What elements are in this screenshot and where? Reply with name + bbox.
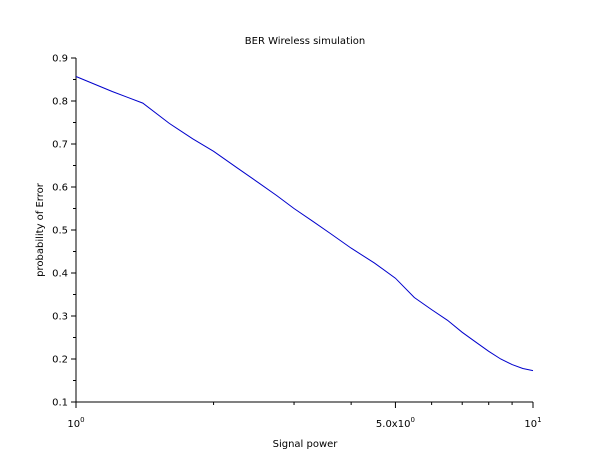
y-tick-label: 0.3 [52,312,68,323]
y-axis-label: probability of Error [35,182,46,277]
series-group [75,76,534,372]
chart-title: BER Wireless simulation [245,36,365,47]
y-tick-label: 0.9 [52,54,68,65]
x-tick-label: 100 [67,416,84,430]
y-tick-label: 0.6 [52,183,68,194]
y-tick-label: 0.8 [52,97,68,108]
x-axis-label: Signal power [273,439,339,450]
y-ticks: 0.1 0.2 0.3 0.4 0.5 0.6 0.7 0.8 0.9 [52,54,76,409]
y-tick-label: 0.4 [52,269,68,280]
x-tick-label: 5.0x100 [376,416,415,430]
y-tick-label: 0.7 [52,140,68,151]
axes [75,58,533,403]
series-line-0 [75,76,534,372]
y-tick-label: 0.5 [52,226,68,237]
x-tick-label: 101 [524,416,541,430]
y-tick-label: 0.2 [52,355,68,366]
x-ticks: 100 5.0x100 101 [67,402,542,430]
y-tick-label: 0.1 [52,398,68,409]
